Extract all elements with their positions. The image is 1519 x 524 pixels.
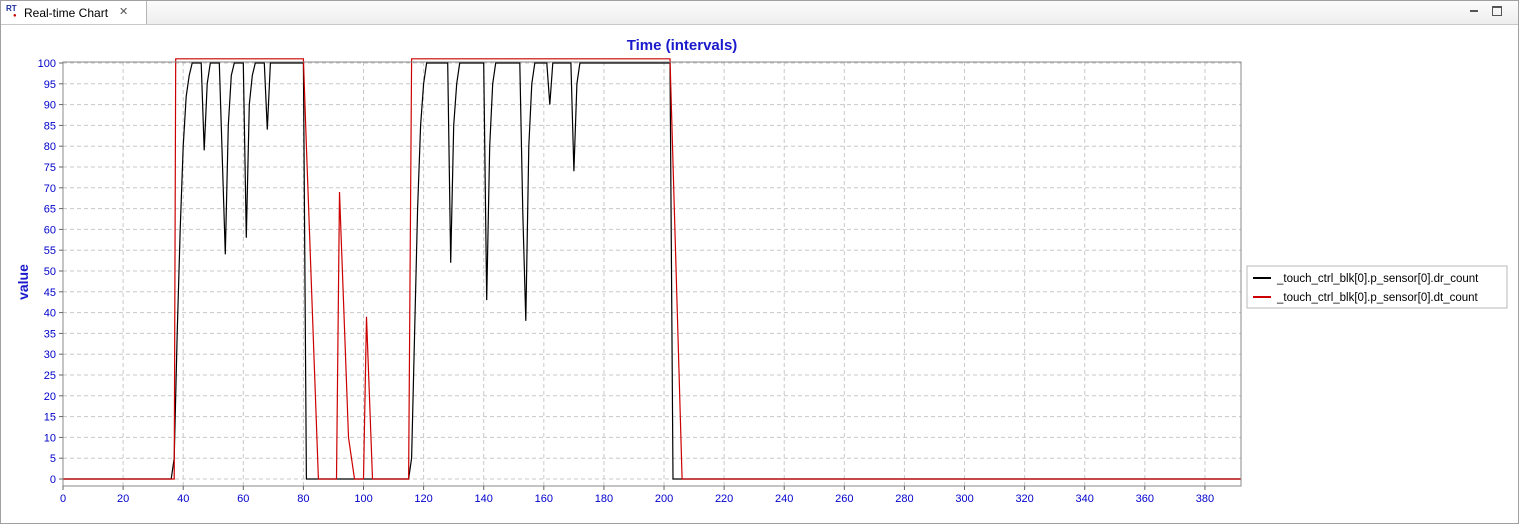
- x-tick-label: 60: [237, 493, 249, 505]
- y-axis-label: value: [15, 264, 31, 300]
- y-tick-label: 75: [44, 162, 56, 174]
- x-tick-label: 320: [1015, 493, 1033, 505]
- y-tick-label: 5: [50, 453, 56, 465]
- x-tick-label: 100: [354, 493, 372, 505]
- maximize-icon[interactable]: [1492, 6, 1502, 16]
- y-tick-label: 0: [50, 474, 56, 486]
- x-tick-label: 40: [177, 493, 189, 505]
- grid: [62, 62, 1241, 486]
- tick-labels: 0 5 10 15 20 25 30 35 40 45 50 55 60 65 70 75 80 85 90 95 10…: [38, 58, 1214, 505]
- y-tick-label: 80: [44, 141, 56, 153]
- y-tick-label: 60: [44, 224, 56, 236]
- chart-title: Time (intervals): [627, 37, 738, 54]
- x-tick-label: 300: [955, 493, 973, 505]
- x-tick-label: 200: [655, 493, 673, 505]
- legend-label: _touch_ctrl_blk[0].p_sensor[0].dr_count: [1276, 273, 1479, 285]
- x-tick-label: 280: [895, 493, 913, 505]
- realtime-chart-icon: RT ●: [6, 4, 17, 20]
- x-tick-label: 360: [1136, 493, 1154, 505]
- y-tick-label: 95: [44, 79, 56, 91]
- close-icon[interactable]: ✕: [119, 6, 129, 18]
- legend-label: _touch_ctrl_blk[0].p_sensor[0].dt_count: [1276, 292, 1479, 304]
- tab-bar: RT ● Real-time Chart ✕: [1, 1, 1518, 25]
- y-tick-label: 40: [44, 308, 56, 320]
- series-line-0: [63, 62, 1241, 480]
- legend[interactable]: _touch_ctrl_blk[0].p_sensor[0].dr_count _…: [1246, 265, 1508, 309]
- y-tick-label: 10: [44, 432, 56, 444]
- y-tick-label: 85: [44, 120, 56, 132]
- y-tick-label: 30: [44, 349, 56, 361]
- y-tick-label: 25: [44, 370, 56, 382]
- x-tick-label: 160: [535, 493, 553, 505]
- x-tick-label: 140: [475, 493, 493, 505]
- x-tick-label: 80: [297, 493, 309, 505]
- x-tick-label: 120: [414, 493, 432, 505]
- legend-box: [1246, 265, 1508, 309]
- plot-border: [62, 61, 1242, 487]
- minimize-icon[interactable]: [1469, 6, 1479, 16]
- y-tick-label: 55: [44, 245, 56, 257]
- tab-label: Real-time Chart: [24, 6, 109, 20]
- series-lines: [63, 58, 1241, 480]
- y-tick-label: 65: [44, 204, 56, 216]
- line-chart: 0 5 10 15 20 25 30 35 40 45 50 55 60 65 70 75 80 85 90 95 10…: [15, 37, 1508, 505]
- y-tick-label: 70: [44, 183, 56, 195]
- x-tick-label: 20: [117, 493, 129, 505]
- x-tick-label: 380: [1196, 493, 1214, 505]
- x-tick-label: 0: [60, 493, 66, 505]
- y-tick-label: 15: [44, 412, 56, 424]
- y-tick-label: 50: [44, 266, 56, 278]
- x-tick-label: 340: [1076, 493, 1094, 505]
- x-tick-label: 180: [595, 493, 613, 505]
- y-tick-label: 100: [38, 58, 56, 70]
- x-tick-label: 260: [835, 493, 853, 505]
- tab-realtime-chart[interactable]: RT ● Real-time Chart ✕: [1, 1, 147, 24]
- series-line-1: [63, 58, 1241, 480]
- y-tick-label: 45: [44, 287, 56, 299]
- x-tick-label: 240: [775, 493, 793, 505]
- y-tick-label: 35: [44, 328, 56, 340]
- y-tick-label: 90: [44, 100, 56, 112]
- y-tick-label: 20: [44, 391, 56, 403]
- x-tick-label: 220: [715, 493, 733, 505]
